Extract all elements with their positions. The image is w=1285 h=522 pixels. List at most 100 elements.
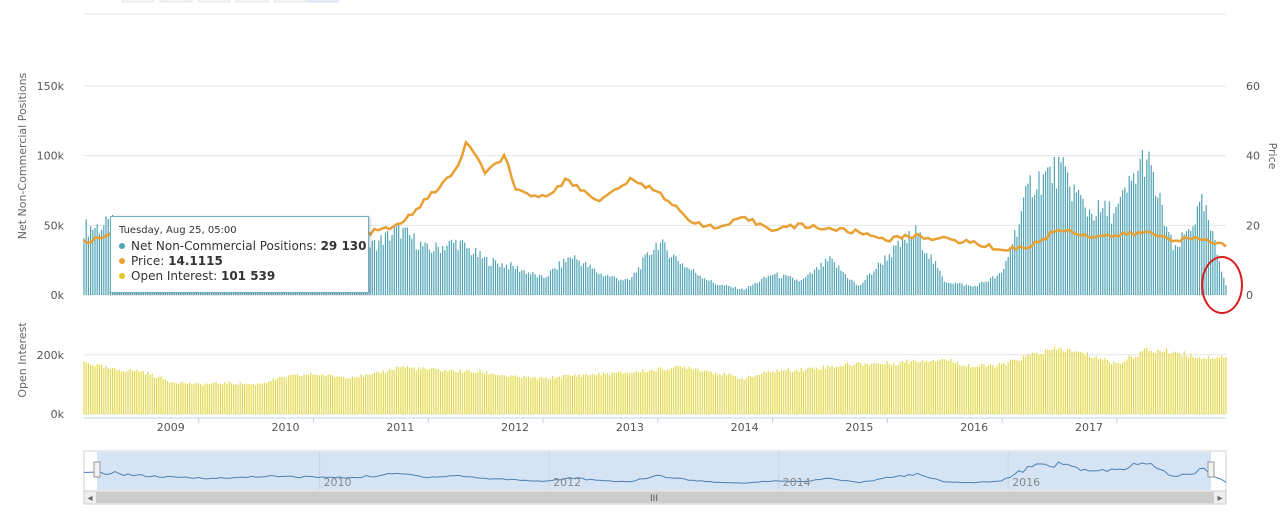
- x-tick-label: 2017: [1075, 421, 1103, 434]
- positions-bar: [565, 261, 567, 295]
- positions-bar: [1027, 183, 1029, 295]
- positions-bar: [809, 272, 811, 295]
- open-interest-bar: [717, 374, 719, 414]
- positions-bar: [486, 256, 488, 295]
- open-interest-bar: [145, 374, 147, 414]
- open-interest-bar: [679, 366, 681, 414]
- scroll-right-arrow-icon[interactable]: ▸: [1217, 493, 1222, 504]
- open-interest-bar: [585, 373, 587, 414]
- positions-bar: [442, 246, 444, 295]
- positions-bar: [714, 284, 717, 295]
- positions-bar: [1040, 194, 1042, 295]
- open-interest-bar: [314, 374, 316, 414]
- positions-bar: [508, 269, 510, 295]
- positions-bar: [556, 269, 558, 295]
- positions-bar: [983, 282, 985, 295]
- positions-bar: [607, 275, 609, 295]
- positions-bar: [853, 281, 855, 295]
- positions-bar: [629, 280, 631, 295]
- open-interest-bar: [521, 378, 523, 414]
- range-button-active[interactable]: [307, 0, 339, 3]
- open-interest-bar: [798, 371, 800, 414]
- open-interest-bar: [948, 360, 950, 414]
- positions-bar: [877, 262, 879, 295]
- positions-bar: [1194, 224, 1196, 295]
- open-interest-bar: [461, 373, 464, 414]
- scrollbar-thumb[interactable]: [96, 492, 1214, 503]
- open-interest-bar: [175, 383, 178, 414]
- positions-bar: [387, 230, 389, 295]
- positions-bar: [1077, 190, 1080, 295]
- positions-bar: [620, 279, 622, 295]
- positions-bar: [552, 268, 554, 295]
- open-interest-bar: [785, 369, 787, 414]
- scroll-left-arrow-icon[interactable]: ◂: [87, 493, 92, 504]
- positions-bar: [670, 257, 673, 295]
- positions-bar: [613, 276, 615, 295]
- open-interest-bar: [681, 367, 684, 414]
- open-interest-bar: [763, 371, 765, 414]
- open-interest-bar: [472, 372, 475, 414]
- open-interest-bar: [422, 367, 424, 414]
- open-interest-bar: [477, 372, 479, 414]
- positions-bar: [637, 267, 640, 295]
- range-selector-buttons[interactable]: [121, 0, 339, 3]
- positions-bar: [1088, 209, 1091, 295]
- open-interest-bar: [343, 377, 345, 414]
- navigator[interactable]: 2010 2012 2014 2016: [83, 450, 1227, 492]
- range-button-5[interactable]: [273, 0, 307, 3]
- open-interest-bar: [805, 369, 807, 414]
- open-interest-bar: [420, 369, 422, 414]
- positions-bar: [849, 279, 851, 295]
- positions-bar: [712, 282, 714, 295]
- positions-bar: [424, 242, 426, 295]
- open-interest-bar: [604, 373, 607, 414]
- open-interest-bar: [761, 373, 763, 414]
- open-interest-bar: [516, 376, 519, 414]
- positions-bar: [1176, 246, 1179, 295]
- open-interest-bar: [351, 376, 354, 414]
- positions-bar: [875, 268, 877, 295]
- positions-bar: [505, 264, 508, 295]
- open-interest-bar: [1201, 359, 1203, 414]
- positions-dot-icon: [119, 243, 125, 249]
- open-interest-bar: [882, 364, 884, 414]
- positions-bar: [406, 227, 409, 295]
- positions-bar: [796, 279, 798, 295]
- open-interest-bar: [589, 375, 591, 414]
- open-interest-bar: [349, 378, 351, 414]
- open-interest-bar: [563, 375, 565, 414]
- navigator-selection[interactable]: [97, 452, 1211, 490]
- scrollbar[interactable]: III ◂ ▸: [83, 490, 1227, 505]
- navigator-right-handle[interactable]: [1207, 461, 1215, 478]
- open-interest-bar: [967, 364, 970, 414]
- positions-bar: [774, 273, 776, 295]
- open-interest-bar: [448, 370, 450, 414]
- open-interest-bar: [1084, 355, 1086, 414]
- range-button-1[interactable]: [121, 0, 155, 3]
- open-interest-bar: [662, 369, 664, 414]
- open-interest-bar: [846, 362, 849, 414]
- positions-bar: [662, 239, 664, 295]
- positions-bar: [435, 242, 437, 295]
- range-button-2[interactable]: [159, 0, 193, 3]
- open-interest-bar: [827, 365, 829, 414]
- positions-bar: [1091, 213, 1093, 295]
- navigator-left-handle[interactable]: [93, 461, 101, 478]
- open-interest-bar: [147, 371, 149, 414]
- range-button-4[interactable]: [235, 0, 269, 3]
- range-button-3[interactable]: [197, 0, 231, 3]
- open-interest-bar: [888, 363, 890, 414]
- positions-bar: [609, 276, 611, 295]
- positions-bar: [728, 285, 730, 295]
- open-interest-bar: [400, 367, 402, 414]
- positions-bar: [1154, 195, 1157, 295]
- open-interest-bar: [431, 368, 433, 414]
- open-interest-bar: [596, 375, 598, 414]
- open-interest-bar: [655, 371, 657, 414]
- positions-bar: [659, 242, 662, 295]
- positions-bar: [618, 280, 620, 295]
- positions-bar: [501, 263, 503, 295]
- open-interest-bar: [615, 372, 618, 414]
- open-interest-bar: [1038, 355, 1040, 414]
